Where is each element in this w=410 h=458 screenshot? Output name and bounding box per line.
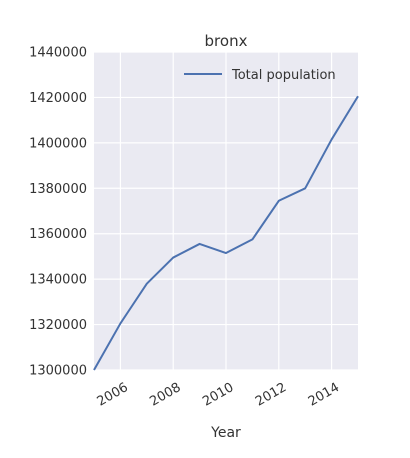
y-tick-label: 1440000 [29,46,87,61]
y-tick-label: 1420000 [29,91,87,106]
y-tick-label: 1300000 [29,364,87,379]
x-tick-label: 2012 [253,380,289,410]
y-tick-label: 1400000 [29,136,87,151]
x-tick-labels: 2006 2008 2010 2012 2014 [95,380,342,410]
grid [94,51,358,371]
y-tick-label: 1340000 [29,273,87,288]
y-tick-label: 1380000 [29,182,87,197]
chart-title: bronx [205,32,248,50]
x-tick-label: 2014 [306,380,342,410]
x-tick-label: 2008 [147,380,183,410]
legend-label-total-population: Total population [231,68,336,83]
y-tick-labels: 1300000 1320000 1340000 1360000 1380000 14000… [29,46,87,379]
x-tick-label: 2006 [95,380,131,410]
x-axis-label: Year [210,425,241,441]
x-tick-label: 2010 [200,380,236,410]
y-tick-label: 1360000 [29,227,87,242]
legend: Total population [184,68,336,83]
series-line-total-population [93,95,359,371]
series-layer [93,95,359,371]
y-tick-label: 1320000 [29,318,87,333]
